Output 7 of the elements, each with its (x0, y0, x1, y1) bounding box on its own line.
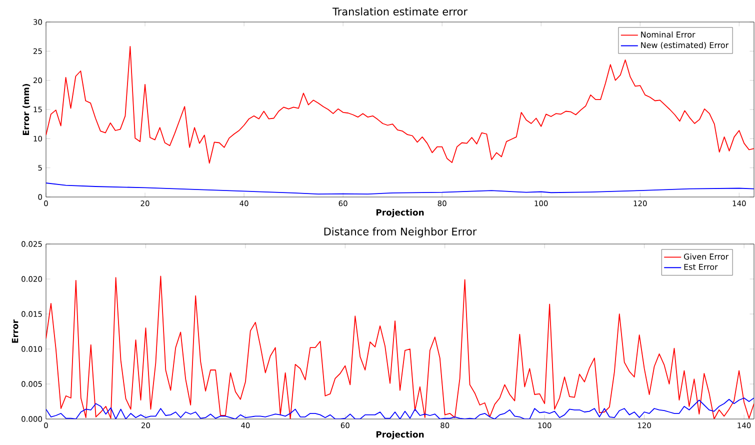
x-axis-title: Projection (376, 431, 424, 440)
chart-title: Distance from Neighbor Error (324, 227, 477, 238)
line-series (46, 276, 754, 419)
chart-title: Translation estimate error (332, 7, 468, 16)
x-axis-title: Projection (376, 209, 424, 218)
y-axis-title: Error (mm) (22, 84, 30, 135)
y-axis-title: Error (12, 319, 18, 343)
